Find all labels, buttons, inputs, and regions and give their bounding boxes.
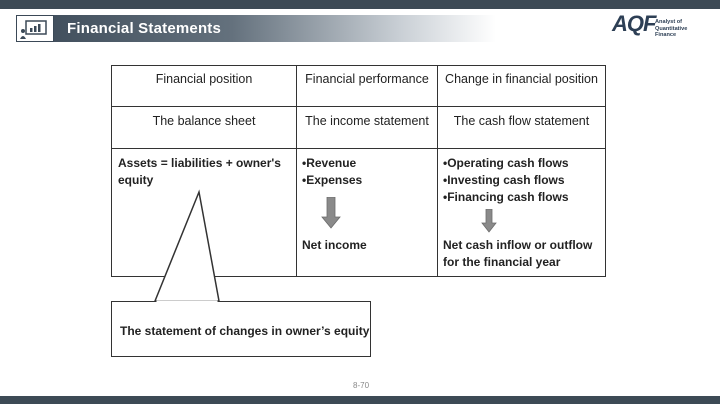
header-financial-position: Financial position xyxy=(155,72,253,86)
logo-line-1: Analyst of xyxy=(655,19,683,25)
page-number: 8-70 xyxy=(353,381,370,390)
equity-statement-box: The statement of changes in owner’s equi… xyxy=(111,301,371,357)
title-bar: Financial Statements xyxy=(16,15,496,42)
statement-row: The balance sheet The income statement T… xyxy=(111,106,606,149)
cashflow-item-operating: •Operating cash flows xyxy=(443,156,569,170)
down-arrow-icon xyxy=(321,197,341,229)
logo-line-2: Quantitative Finance xyxy=(655,26,688,38)
balance-cell: Assets = liabilities + owner's equity xyxy=(111,148,297,277)
cashflow-result-line2: for the financial year xyxy=(443,255,561,269)
balance-equation-line2: equity xyxy=(118,173,154,187)
cashflow-item-financing: •Financing cash flows xyxy=(443,190,569,204)
header-financial-performance: Financial performance xyxy=(305,72,429,86)
bottom-strip xyxy=(0,396,720,404)
statement-income: The income statement xyxy=(305,114,429,128)
equity-statement-text: The statement of changes in owner’s equi… xyxy=(120,324,370,338)
header-row: Financial position Financial performance… xyxy=(111,65,606,107)
presentation-chart-icon xyxy=(16,15,54,42)
top-strip xyxy=(0,0,720,9)
down-arrow-icon xyxy=(481,209,497,233)
header-cell: Financial position xyxy=(111,65,297,107)
financial-statements-table: Financial position Financial performance… xyxy=(111,65,606,277)
cashflow-item-investing: •Investing cash flows xyxy=(443,173,565,187)
balance-equation-line1: Assets = liabilities + owner's xyxy=(118,156,281,170)
content-row: Assets = liabilities + owner's equity •R… xyxy=(111,148,606,277)
income-item-revenue: •Revenue xyxy=(302,156,357,170)
cashflow-result-line1: Net cash inflow or outflow xyxy=(443,238,593,252)
page-title: Financial Statements xyxy=(67,20,222,37)
aqf-logo: AQF Analyst of Quantitative Finance xyxy=(612,11,708,40)
statement-cell: The cash flow statement xyxy=(437,106,606,149)
header-cell: Financial performance xyxy=(296,65,438,107)
income-item-expenses: •Expenses xyxy=(302,173,363,187)
header-cell: Change in financial position xyxy=(437,65,606,107)
header-change-in-position: Change in financial position xyxy=(445,72,598,86)
logo-mark: AQF xyxy=(612,11,656,36)
income-cell: •Revenue •Expenses Net income xyxy=(296,148,438,277)
statement-cell: The balance sheet xyxy=(111,106,297,149)
income-result: Net income xyxy=(302,238,367,252)
statement-balance-sheet: The balance sheet xyxy=(152,114,256,128)
statement-cell: The income statement xyxy=(296,106,438,149)
statement-cash-flow: The cash flow statement xyxy=(453,114,590,128)
cashflow-cell: •Operating cash flows •Investing cash fl… xyxy=(437,148,606,277)
